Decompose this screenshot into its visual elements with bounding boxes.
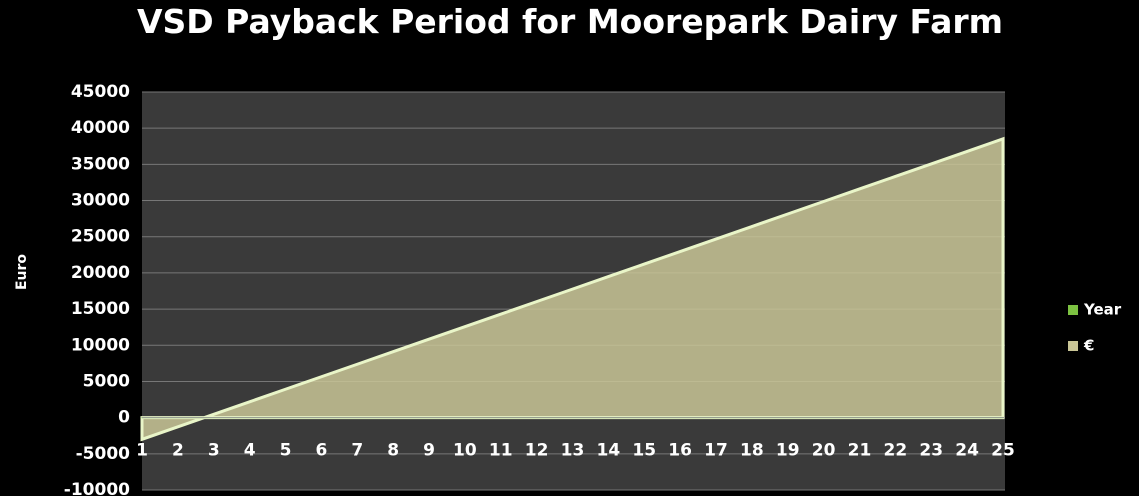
x-tick-label: 18 (740, 441, 764, 461)
x-tick-label: 5 (280, 441, 292, 461)
area-series (140, 136, 1005, 442)
y-tick-label: 0 (118, 408, 130, 428)
x-tick-label: 15 (632, 441, 656, 461)
x-tick-label: 23 (919, 441, 943, 461)
x-tick-label: 22 (884, 441, 908, 461)
y-tick-label: 30000 (71, 191, 130, 211)
x-tick-label: 11 (489, 441, 513, 461)
legend-swatch (1068, 305, 1078, 315)
y-tick-label: 25000 (71, 227, 130, 247)
x-tick-label: 25 (991, 441, 1015, 461)
x-tick-label: 9 (423, 441, 435, 461)
x-tick-label: 4 (244, 441, 256, 461)
y-tick-label: 5000 (83, 371, 130, 391)
y-tick-label: 35000 (71, 154, 130, 174)
x-tick-label: 13 (561, 441, 585, 461)
y-tick-label: -5000 (76, 444, 131, 464)
y-tick-label: 20000 (71, 263, 130, 283)
x-tick-label: 1 (136, 441, 148, 461)
x-tick-label: 20 (812, 441, 836, 461)
y-tick-label: 45000 (71, 82, 130, 102)
legend-label: € (1083, 337, 1094, 355)
x-tick-label: 14 (597, 441, 621, 461)
y-tick-label: 40000 (71, 118, 130, 138)
y-tick-label: 10000 (71, 335, 130, 355)
chart-title: VSD Payback Period for Moorepark Dairy F… (136, 2, 1004, 41)
x-tick-label: 19 (776, 441, 800, 461)
x-tick-label: 12 (525, 441, 549, 461)
y-tick-label: 15000 (71, 299, 130, 319)
legend-swatch (1068, 341, 1078, 351)
x-tick-label: 24 (955, 441, 979, 461)
x-tick-label: 2 (172, 441, 184, 461)
x-tick-label: 6 (315, 441, 327, 461)
x-tick-label: 16 (668, 441, 692, 461)
x-tick-label: 3 (208, 441, 220, 461)
x-tick-label: 17 (704, 441, 728, 461)
x-tick-label: 7 (351, 441, 363, 461)
y-tick-label: -10000 (64, 480, 130, 496)
x-tick-label: 21 (848, 441, 872, 461)
y-axis-label: Euro (14, 254, 30, 290)
legend-label: Year (1083, 301, 1122, 319)
x-tick-label: 10 (453, 441, 477, 461)
x-tick-label: 8 (387, 441, 399, 461)
